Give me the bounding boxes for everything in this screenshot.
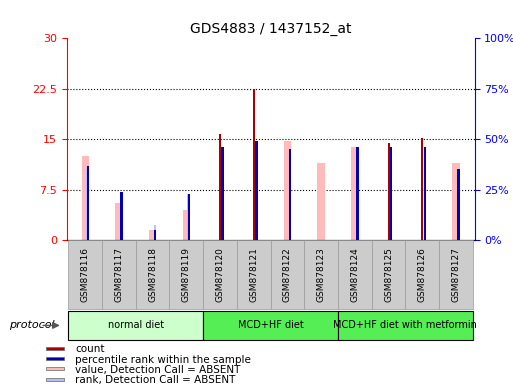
Bar — [270, 38, 304, 240]
Bar — [219, 134, 221, 240]
FancyBboxPatch shape — [338, 311, 473, 340]
FancyBboxPatch shape — [270, 240, 304, 309]
Bar — [289, 149, 291, 240]
FancyBboxPatch shape — [136, 240, 169, 309]
Bar — [46, 367, 64, 371]
Bar — [304, 38, 338, 240]
Bar — [421, 138, 423, 240]
Bar — [120, 192, 123, 240]
Title: GDS4883 / 1437152_at: GDS4883 / 1437152_at — [190, 22, 351, 36]
Text: GSM878124: GSM878124 — [350, 247, 360, 302]
Text: GSM878117: GSM878117 — [114, 247, 124, 302]
FancyBboxPatch shape — [203, 240, 237, 309]
Bar — [154, 230, 156, 240]
Bar — [68, 38, 102, 240]
Text: count: count — [75, 344, 105, 354]
Bar — [338, 38, 372, 240]
Bar — [222, 147, 224, 240]
Bar — [136, 38, 169, 240]
Bar — [46, 357, 64, 360]
Text: GSM878123: GSM878123 — [317, 247, 326, 302]
Text: GSM878127: GSM878127 — [451, 247, 461, 302]
Bar — [115, 203, 123, 240]
Text: GSM878118: GSM878118 — [148, 247, 157, 302]
FancyBboxPatch shape — [237, 240, 270, 309]
Bar — [452, 163, 460, 240]
Bar — [169, 38, 203, 240]
Bar — [86, 169, 89, 240]
Bar — [237, 38, 270, 240]
Text: percentile rank within the sample: percentile rank within the sample — [75, 354, 251, 364]
Bar — [253, 89, 255, 240]
Text: protocol: protocol — [9, 320, 54, 331]
Text: GSM878125: GSM878125 — [384, 247, 393, 302]
FancyBboxPatch shape — [439, 240, 473, 309]
Text: GSM878121: GSM878121 — [249, 247, 258, 302]
Bar — [46, 347, 64, 350]
Bar — [121, 192, 123, 240]
Bar — [203, 38, 237, 240]
Bar — [405, 38, 439, 240]
FancyBboxPatch shape — [68, 240, 102, 309]
Bar — [390, 147, 392, 240]
FancyBboxPatch shape — [372, 240, 405, 309]
Bar — [284, 141, 291, 240]
Text: MCD+HF diet with metformin: MCD+HF diet with metformin — [333, 320, 478, 331]
FancyBboxPatch shape — [169, 240, 203, 309]
Bar — [149, 230, 156, 240]
Text: GSM878120: GSM878120 — [215, 247, 225, 302]
Bar — [46, 377, 64, 381]
Bar — [188, 194, 190, 240]
Bar — [357, 147, 359, 240]
Text: GSM878122: GSM878122 — [283, 247, 292, 302]
Bar — [82, 156, 89, 240]
Bar — [439, 38, 473, 240]
Bar — [87, 166, 89, 240]
Bar — [153, 225, 156, 240]
Text: GSM878126: GSM878126 — [418, 247, 427, 302]
Bar — [372, 38, 405, 240]
Bar — [102, 38, 136, 240]
Bar — [187, 194, 190, 240]
Text: rank, Detection Call = ABSENT: rank, Detection Call = ABSENT — [75, 375, 235, 384]
FancyBboxPatch shape — [405, 240, 439, 309]
FancyBboxPatch shape — [338, 240, 372, 309]
Text: normal diet: normal diet — [108, 320, 164, 331]
Text: value, Detection Call = ABSENT: value, Detection Call = ABSENT — [75, 365, 240, 375]
Bar — [183, 210, 190, 240]
Text: GSM878116: GSM878116 — [81, 247, 90, 302]
Bar — [351, 147, 359, 240]
Text: MCD+HF diet: MCD+HF diet — [238, 320, 304, 331]
FancyBboxPatch shape — [304, 240, 338, 309]
Text: GSM878119: GSM878119 — [182, 247, 191, 302]
Bar — [387, 142, 389, 240]
Bar — [458, 169, 460, 240]
Bar — [424, 147, 426, 240]
Bar — [457, 169, 460, 240]
FancyBboxPatch shape — [102, 240, 136, 309]
FancyBboxPatch shape — [203, 311, 338, 340]
FancyBboxPatch shape — [68, 311, 203, 340]
Bar — [318, 163, 325, 240]
Bar — [255, 141, 258, 240]
